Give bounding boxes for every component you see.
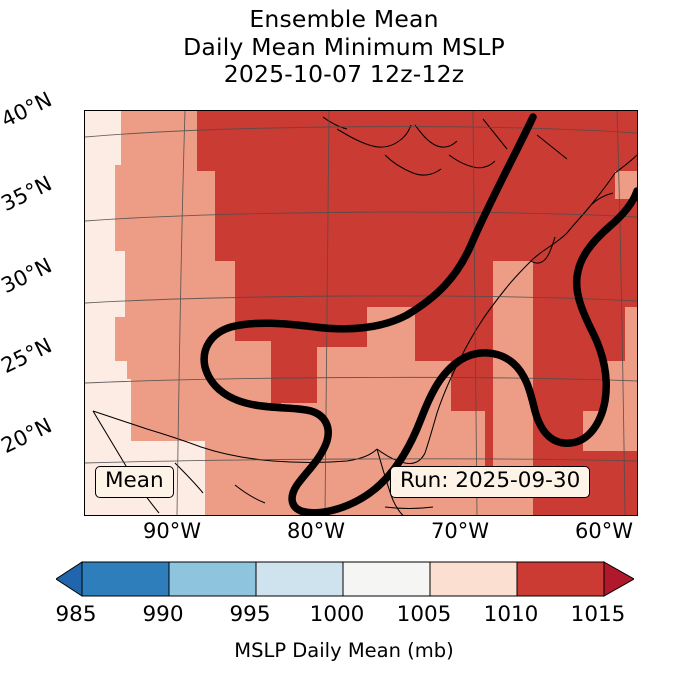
colorbar-band-1000-1005 bbox=[342, 561, 431, 597]
graticule-layer bbox=[85, 111, 637, 515]
colorbar bbox=[56, 560, 634, 598]
figure-title: Ensemble Mean Daily Mean Minimum MSLP 20… bbox=[0, 5, 688, 89]
colorbar-title: MSLP Daily Mean (mb) bbox=[234, 639, 454, 662]
axis-label-lon-60: 60°W bbox=[575, 519, 633, 543]
axis-label-lat-20: 20°N bbox=[0, 413, 56, 458]
colorbar-tick-1000: 1000 bbox=[309, 602, 365, 627]
grid-lat-40 bbox=[85, 126, 637, 138]
axis-label-lon-90: 90°W bbox=[143, 519, 201, 543]
colorbar-extend-under bbox=[56, 561, 83, 597]
axis-label-lat-35: 35°N bbox=[0, 171, 56, 216]
axis-label-lat-40: 40°N bbox=[0, 87, 56, 132]
colorbar-band-990-995 bbox=[168, 561, 257, 597]
contour-1015mb bbox=[200, 113, 637, 515]
grid-lat-35 bbox=[85, 211, 637, 222]
grid-lat-20 bbox=[85, 458, 637, 464]
colorbar-band-995-1000 bbox=[255, 561, 344, 597]
colorbar-tick-995: 995 bbox=[229, 602, 271, 627]
axis-label-lat-25: 25°N bbox=[0, 333, 56, 378]
grid-lat-30 bbox=[85, 295, 637, 304]
grid-lon-90 bbox=[176, 111, 186, 515]
annotation-run-label: Run: 2025-09-30 bbox=[390, 466, 591, 498]
colorbar-band-1010-1015 bbox=[516, 561, 605, 597]
fill-band-1005-1010-west bbox=[85, 111, 171, 515]
grid-lon-80 bbox=[324, 111, 330, 515]
title-line-1: Ensemble Mean bbox=[249, 5, 439, 33]
title-line-2: Daily Mean Minimum MSLP bbox=[183, 32, 505, 61]
grid-lat-25 bbox=[85, 376, 637, 384]
map-plot-area bbox=[84, 110, 638, 516]
fill-band-1010-1015-overlay bbox=[235, 261, 533, 515]
axis-label-lat-30: 30°N bbox=[0, 253, 56, 298]
colorbar-tick-985: 985 bbox=[55, 602, 97, 627]
colorbar-band-985-990 bbox=[81, 561, 170, 597]
annotation-mean-label: Mean bbox=[95, 466, 174, 498]
colorbar-band-1005-1010 bbox=[429, 561, 518, 597]
colorbar-tick-1010: 1010 bbox=[483, 602, 539, 627]
grid-lon-70 bbox=[472, 111, 478, 515]
colorbar-extend-over bbox=[603, 561, 634, 597]
coastline-layer bbox=[92, 116, 637, 515]
axis-label-lon-80: 80°W bbox=[287, 519, 345, 543]
grid-lon-60 bbox=[616, 111, 626, 515]
colorbar-tick-990: 990 bbox=[142, 602, 184, 627]
axis-label-lon-70: 70°W bbox=[431, 519, 489, 543]
colorbar-tick-1015: 1015 bbox=[570, 602, 626, 627]
title-line-3: 2025-10-07 12z-12z bbox=[223, 60, 465, 89]
colorbar-tick-1005: 1005 bbox=[396, 602, 452, 627]
